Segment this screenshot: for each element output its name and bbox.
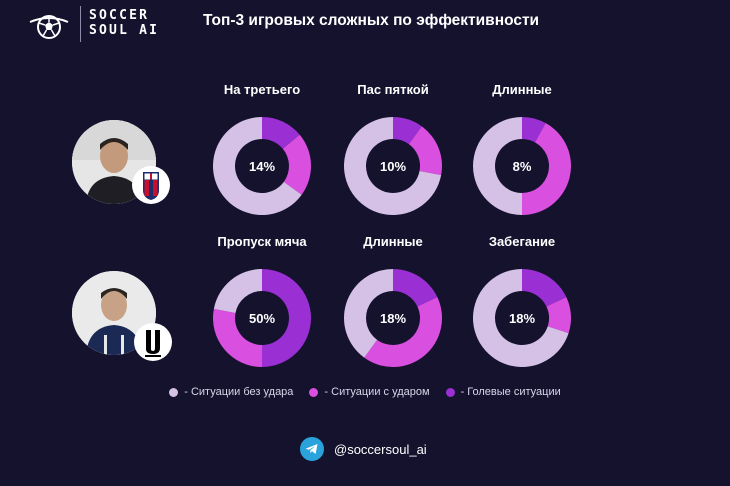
- legend-label-no-shot: - Ситуации без удара: [184, 386, 294, 398]
- slice-goal: [393, 269, 438, 307]
- chart-title: Длинные: [363, 234, 423, 249]
- footer: @soccersoul_ai: [300, 436, 427, 462]
- chart-title: Забегание: [489, 234, 555, 249]
- legend-label-with-shot: - Ситуации с ударом: [324, 386, 430, 398]
- brand-line-1: SOCCER: [89, 8, 150, 23]
- donut-2-1: Пропуск мяча 50%: [213, 234, 312, 367]
- slice-with-shot: [546, 297, 571, 334]
- slice-no-shot: [343, 269, 393, 358]
- donut-2-3: Забегание 18%: [473, 234, 571, 367]
- legend-item-goal: - Голевые ситуации: [445, 384, 561, 400]
- legend-swatch-no-shot: [169, 387, 179, 397]
- data-label: 50%: [249, 311, 275, 326]
- legend-swatch-goal: [445, 387, 455, 397]
- data-label: 18%: [380, 311, 406, 326]
- chart-title: Длинные: [492, 82, 552, 97]
- legend-label-goal: - Голевые ситуации: [460, 386, 561, 398]
- slice-no-shot: [473, 117, 522, 215]
- slice-goal: [262, 117, 300, 149]
- data-label: 8%: [513, 159, 532, 174]
- legend: - Ситуации без удара - Ситуации с ударом…: [0, 384, 730, 400]
- avatar-coach-juventus: [72, 271, 156, 355]
- bologna-crest-icon: [132, 166, 170, 204]
- slice-no-shot: [213, 269, 262, 313]
- chart-title: На третьего: [224, 82, 300, 97]
- header: SOCCER SOUL AI Топ-3 игровых сложных по …: [0, 0, 730, 48]
- juventus-crest-icon: [134, 323, 172, 361]
- legend-item-with-shot: - Ситуации с ударом: [309, 384, 430, 400]
- slice-with-shot: [364, 297, 442, 367]
- donut-2-2: Длинные 18%: [343, 234, 442, 367]
- slice-goal: [522, 269, 567, 307]
- brand-line-2: SOUL AI: [89, 23, 160, 38]
- slice-with-shot: [522, 123, 571, 215]
- chart-title: Пропуск мяча: [217, 234, 307, 249]
- slice-goal: [393, 117, 422, 145]
- data-label: 18%: [509, 311, 535, 326]
- soccer-ball-logo-icon: [29, 15, 69, 39]
- coach-photo-icon: [72, 271, 156, 355]
- legend-item-no-shot: - Ситуации без удара: [169, 384, 293, 400]
- data-label: 10%: [380, 159, 406, 174]
- slice-goal: [262, 269, 312, 367]
- logo-divider: [80, 6, 81, 42]
- chart-title: Пас пяткой: [357, 82, 429, 97]
- donut-1-1: На третьего 14%: [212, 82, 311, 216]
- slice-goal: [522, 117, 546, 143]
- telegram-icon[interactable]: [300, 437, 324, 461]
- donut-1-3: Длинные 8%: [473, 82, 571, 215]
- slice-no-shot: [212, 117, 302, 216]
- slice-with-shot: [213, 308, 262, 367]
- data-label: 14%: [249, 159, 275, 174]
- donut-1-2: Пас пяткой 10%: [344, 82, 442, 215]
- slice-no-shot: [344, 117, 442, 215]
- page-title: Топ-3 игровых сложных по эффективности: [203, 12, 540, 29]
- slice-no-shot: [473, 269, 569, 367]
- legend-swatch-with-shot: [309, 387, 319, 397]
- brand-name: SOCCER SOUL AI: [89, 8, 159, 38]
- telegram-handle[interactable]: @soccersoul_ai: [334, 441, 427, 457]
- slice-with-shot: [408, 126, 442, 176]
- slice-with-shot: [282, 134, 311, 195]
